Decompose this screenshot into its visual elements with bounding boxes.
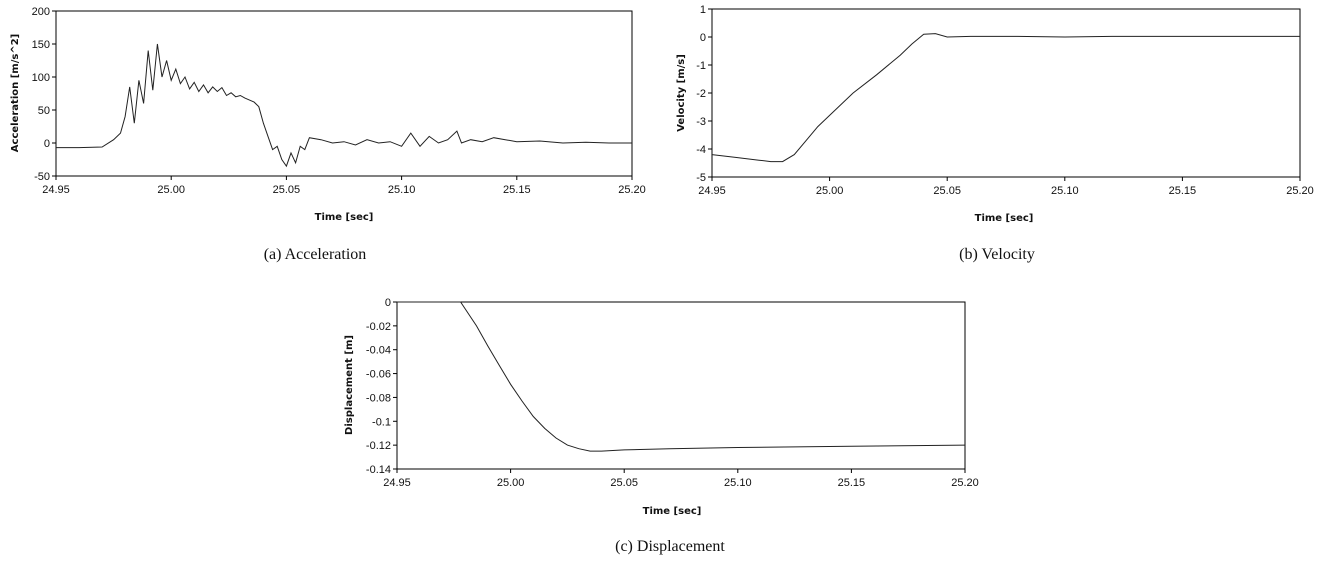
chart-displacement: -0.14 -0.12 -0.1 -0.08 -0.06 -0.04 -0.02 0 24.9…: [330, 285, 990, 563]
series-line: [711, 33, 1300, 163]
y-tick-label: -0.1: [372, 416, 391, 428]
x-tick-label: 25.05: [933, 185, 961, 197]
y-tick-label: -5: [696, 172, 706, 184]
series-line: [56, 43, 632, 168]
x-tick-label: 25.15: [838, 477, 866, 489]
x-axis: 24.95 25.00 25.05 25.10 25.15 25.20: [698, 177, 1314, 197]
series-line: [397, 301, 966, 452]
x-tick-label: 25.10: [388, 184, 416, 196]
x-tick-label: 24.95: [383, 477, 411, 489]
plot-frame: [396, 301, 966, 470]
figure-caption: (c) Displacement: [615, 538, 725, 555]
y-tick-label: -0.14: [366, 464, 391, 476]
chart-velocity-svg: -5 -4 -3 -2 -1 0 1 24.95 25.00 25.05 25.10 25.15 25…: [676, 4, 1314, 263]
x-axis: 24.95 25.00 25.05 25.10 25.15 25.20: [383, 469, 979, 489]
x-tick-label: 25.10: [1051, 185, 1079, 197]
x-axis: 24.95 25.00 25.05 25.10 25.15 25.20: [42, 176, 646, 196]
y-axis-label: Displacement [m]: [344, 335, 355, 435]
y-tick-label: 0: [385, 297, 391, 309]
y-tick-label: 200: [32, 6, 50, 18]
x-tick-label: 25.00: [157, 184, 185, 196]
x-tick-label: 25.05: [273, 184, 301, 196]
x-tick-label: 25.00: [816, 185, 844, 197]
y-tick-label: -0.04: [366, 345, 391, 357]
x-tick-label: 25.20: [1286, 185, 1314, 197]
x-tick-label: 25.00: [497, 477, 525, 489]
y-tick-label: -0.02: [366, 321, 391, 333]
y-axis: -50 0 50 100 150 200: [32, 6, 56, 183]
y-axis: -5 -4 -3 -2 -1 0 1: [696, 4, 712, 184]
y-tick-label: 100: [32, 72, 50, 84]
y-tick-label: -3: [696, 116, 706, 128]
x-tick-label: 24.95: [698, 185, 726, 197]
y-tick-label: 50: [38, 105, 50, 117]
x-tick-label: 24.95: [42, 184, 70, 196]
y-axis-label: Acceleration [m/s^2]: [10, 34, 21, 152]
y-tick-label: -0.12: [366, 440, 391, 452]
figure-caption: (b) Velocity: [959, 246, 1035, 263]
chart-acceleration: -50 0 50 100 150 200 24.95 25.00 25.05 25.10 25.1…: [0, 0, 650, 275]
y-tick-label: -0.08: [366, 392, 391, 404]
y-tick-label: -1: [696, 60, 706, 72]
x-tick-label: 25.10: [724, 477, 752, 489]
y-axis: -0.14 -0.12 -0.1 -0.08 -0.06 -0.04 -0.02 0: [366, 297, 397, 476]
plot-frame: [711, 8, 1301, 178]
figure-caption: (a) Acceleration: [264, 246, 367, 263]
y-tick-label: -50: [34, 171, 50, 183]
chart-acceleration-svg: -50 0 50 100 150 200 24.95 25.00 25.05 25.10 25.1…: [10, 6, 646, 263]
chart-displacement-svg: -0.14 -0.12 -0.1 -0.08 -0.06 -0.04 -0.02 0 24.9…: [344, 297, 979, 555]
x-tick-label: 25.05: [610, 477, 638, 489]
x-axis-label: Time [sec]: [975, 213, 1034, 224]
y-tick-label: 0: [700, 32, 706, 44]
x-axis-label: Time [sec]: [643, 506, 702, 517]
x-tick-label: 25.20: [618, 184, 646, 196]
y-tick-label: 1: [700, 4, 706, 16]
x-tick-label: 25.15: [1169, 185, 1197, 197]
y-tick-label: -0.06: [366, 369, 391, 381]
y-tick-label: -4: [696, 144, 706, 156]
plot-frame: [55, 10, 633, 177]
y-tick-label: 0: [44, 138, 50, 150]
x-tick-label: 25.15: [503, 184, 531, 196]
x-tick-label: 25.20: [951, 477, 979, 489]
chart-velocity: -5 -4 -3 -2 -1 0 1 24.95 25.00 25.05 25.10 25.15 25…: [662, 0, 1324, 275]
y-tick-label: -2: [696, 88, 706, 100]
y-tick-label: 150: [32, 39, 50, 51]
x-axis-label: Time [sec]: [315, 212, 374, 223]
y-axis-label: Velocity [m/s]: [676, 54, 687, 132]
